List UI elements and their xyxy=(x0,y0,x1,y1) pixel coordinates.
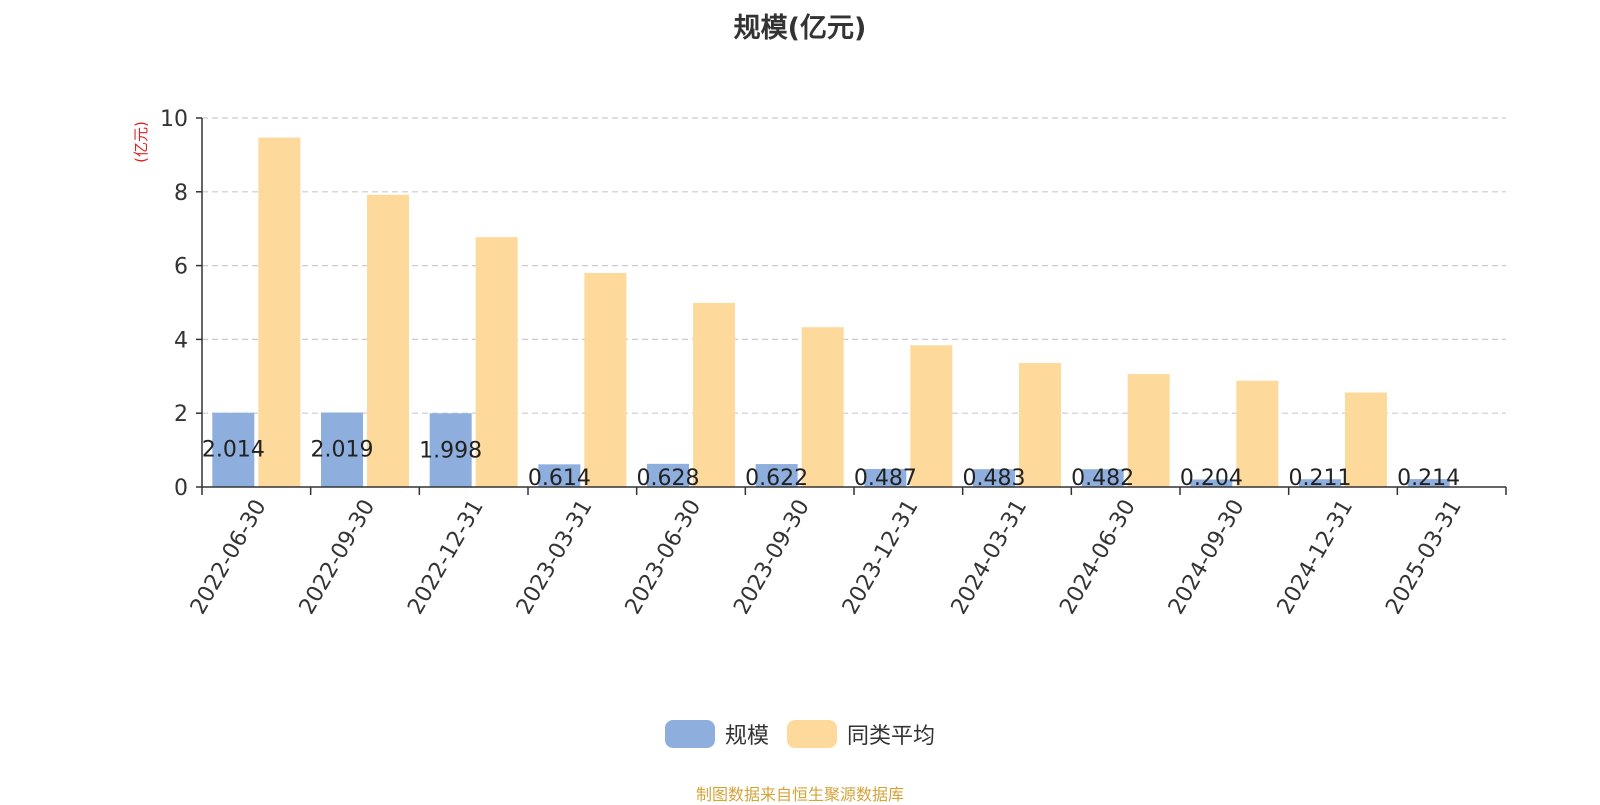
bar-scale xyxy=(755,464,798,487)
bar-scale xyxy=(647,463,689,487)
bar-scale xyxy=(538,464,581,487)
x-tick-label: 2024-06-30 xyxy=(1055,496,1141,619)
y-tick-label: 8 xyxy=(174,181,188,206)
y-axis-label: (亿元) xyxy=(132,121,150,163)
bar-scale xyxy=(1190,479,1233,487)
y-tick-label: 2 xyxy=(174,402,188,427)
data-label-scale: 0.628 xyxy=(637,466,700,491)
x-tick-label: 2024-09-30 xyxy=(1164,496,1250,619)
bar-scale xyxy=(429,413,472,487)
x-tick-label: 2023-06-30 xyxy=(621,496,707,619)
bar-scale xyxy=(973,469,1015,487)
bar-peer-average xyxy=(475,237,518,487)
legend: 规模 同类平均 xyxy=(0,718,1600,750)
bar-scale xyxy=(212,412,255,487)
bar-peer-average xyxy=(367,194,409,487)
bar-peer-average xyxy=(584,272,627,487)
bar-scale xyxy=(1407,479,1450,487)
bar-peer-average xyxy=(801,327,844,487)
bar-peer-average xyxy=(258,137,301,487)
bar-scale xyxy=(1081,469,1124,487)
legend-item-peer-average[interactable]: 同类平均 xyxy=(787,718,935,750)
y-tick-label: 0 xyxy=(174,476,188,501)
legend-swatch-peer-average xyxy=(787,720,837,748)
x-tick-label: 2022-06-30 xyxy=(186,496,272,619)
y-tick-label: 4 xyxy=(174,328,188,353)
bar-peer-average xyxy=(693,302,735,487)
data-source-note: 制图数据来自恒生聚源数据库 xyxy=(695,785,904,804)
legend-item-scale[interactable]: 规模 xyxy=(664,718,769,750)
gridlines xyxy=(202,117,1506,414)
legend-label-scale: 规模 xyxy=(724,724,769,749)
x-tick-label: 2022-12-31 xyxy=(403,496,489,619)
x-tick-label: 2023-12-31 xyxy=(838,496,924,619)
bar-peer-average xyxy=(1019,363,1061,487)
data-labels: 2.014 2.019 1.998 0.614 0.628 0.622 0.487 0.483… xyxy=(202,437,1460,491)
legend-label-peer-average: 同类平均 xyxy=(847,724,936,749)
data-label-scale: 2.014 xyxy=(202,438,265,463)
bar-peer-average xyxy=(1127,374,1170,487)
y-tick-label: 6 xyxy=(174,255,188,280)
data-label-scale: 0.614 xyxy=(528,466,591,491)
data-label-scale: 0.482 xyxy=(1071,466,1134,491)
bar-scale xyxy=(864,469,907,487)
data-label-scale: 0.211 xyxy=(1289,466,1352,491)
data-label-scale: 0.622 xyxy=(745,466,808,491)
y-tick-label: 10 xyxy=(160,107,188,132)
data-label-scale: 0.214 xyxy=(1397,466,1460,491)
bar-peer-average xyxy=(1236,380,1279,487)
bar-scale xyxy=(1299,479,1341,487)
bars xyxy=(212,137,1450,487)
chart-title: 规模(亿元) xyxy=(733,13,867,44)
x-tick-label: 2025-03-31 xyxy=(1381,496,1467,619)
x-tick-label: 2023-09-30 xyxy=(729,496,815,619)
x-tick-label: 2022-09-30 xyxy=(295,496,381,619)
x-tick-label: 2024-12-31 xyxy=(1273,496,1359,619)
data-label-scale: 0.204 xyxy=(1180,466,1243,491)
data-label-scale: 1.998 xyxy=(419,438,482,463)
bar-scale xyxy=(321,412,363,487)
data-label-scale: 2.019 xyxy=(311,437,374,462)
legend-swatch-scale xyxy=(664,720,715,748)
x-tick-label: 2023-03-31 xyxy=(512,496,598,619)
data-label-scale: 0.483 xyxy=(963,466,1026,491)
bar-peer-average xyxy=(910,345,953,487)
x-tick-label: 2024-03-31 xyxy=(947,496,1033,619)
data-label-scale: 0.487 xyxy=(854,466,917,491)
bar-peer-average xyxy=(1345,392,1387,487)
